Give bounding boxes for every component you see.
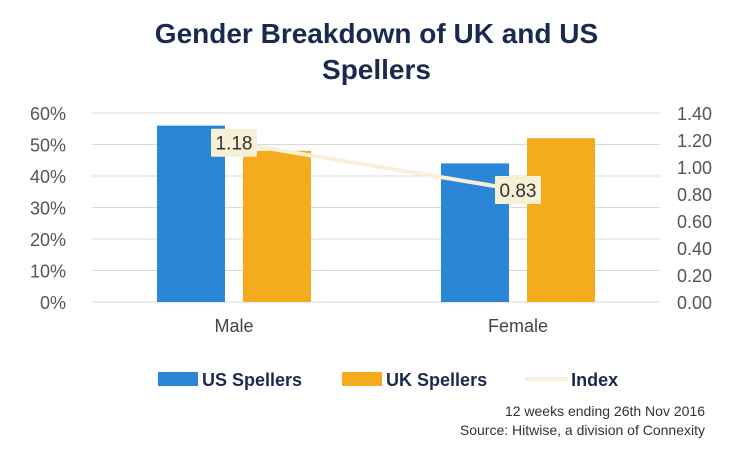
chart-title-line-2: Spellers (322, 54, 431, 85)
y-left-tick-label: 60% (30, 104, 66, 124)
y-right-tick-label: 0.00 (677, 293, 712, 313)
bar-uk-spellers-female (527, 138, 595, 302)
y-left-tick-label: 20% (30, 230, 66, 250)
legend-label-uk-spellers: UK Spellers (386, 370, 487, 390)
y-right-tick-label: 1.40 (677, 104, 712, 124)
source-note: 12 weeks ending 26th Nov 2016 Source: Hi… (460, 402, 705, 440)
source-line-1: 12 weeks ending 26th Nov 2016 (504, 403, 705, 419)
chart-title: Gender Breakdown of UK and US Spellers (0, 16, 753, 88)
y-right-tick-label: 0.40 (677, 239, 712, 259)
legend-swatch-us-spellers (158, 372, 198, 386)
y-left-tick-label: 30% (30, 199, 66, 219)
legend-swatch-uk-spellers (342, 372, 383, 386)
legend-label-us-spellers: US Spellers (202, 370, 302, 390)
chart-title-line-1: Gender Breakdown of UK and US (154, 18, 599, 49)
legend-label-index: Index (571, 370, 618, 390)
y-right-tick-label: 0.20 (677, 266, 712, 286)
y-left-tick-label: 0% (40, 293, 66, 313)
index-data-label: 1.18 (216, 134, 253, 155)
source-line-2: Source: Hitwise, a division of Connexity (459, 422, 705, 438)
index-data-label-box (211, 128, 257, 157)
y-left-tick-label: 10% (30, 262, 66, 282)
y-right-tick-label: 0.80 (677, 185, 712, 205)
index-data-label-box (495, 175, 541, 204)
bar-uk-spellers-male (243, 150, 311, 302)
index-data-label: 0.83 (500, 181, 537, 202)
y-right-tick-label: 0.60 (677, 212, 712, 232)
y-right-tick-label: 1.00 (677, 158, 712, 178)
index-line (232, 140, 520, 192)
x-category-label: Female (488, 316, 548, 336)
y-left-tick-label: 40% (30, 167, 66, 187)
y-right-tick-label: 1.20 (677, 131, 712, 151)
y-left-tick-label: 50% (30, 136, 66, 156)
x-category-label: Male (214, 316, 253, 336)
